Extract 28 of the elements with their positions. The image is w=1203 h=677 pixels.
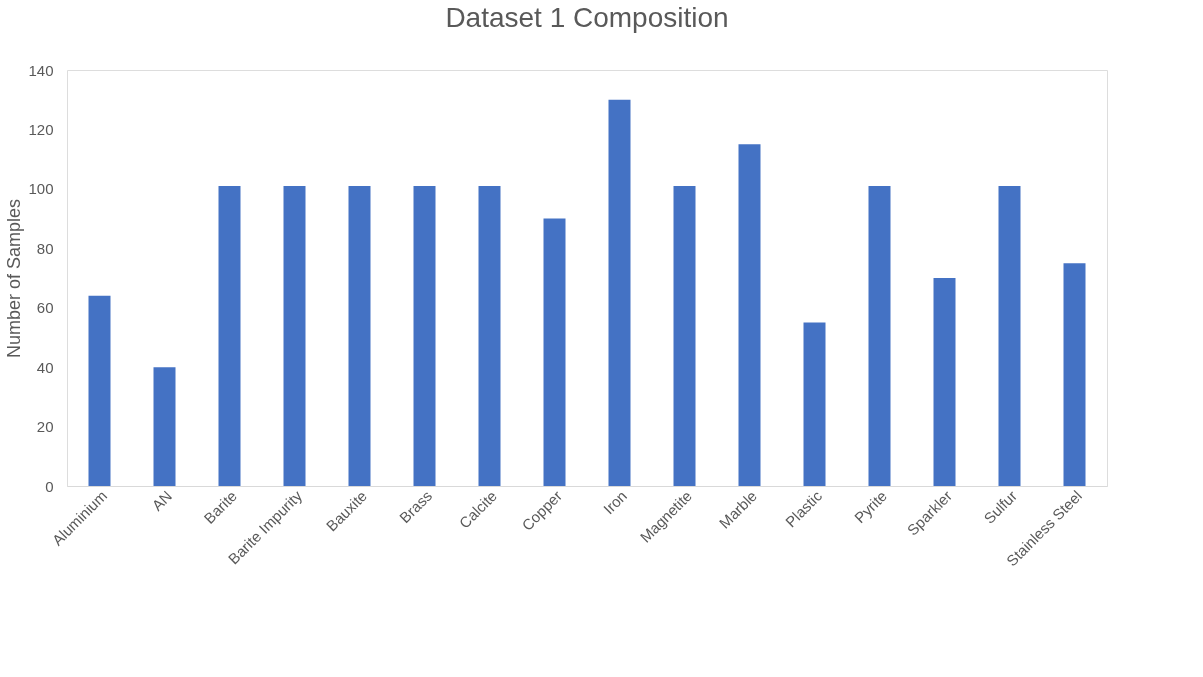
bar <box>803 322 826 486</box>
x-tick-label: AN <box>148 487 176 514</box>
y-tick-label: 120 <box>28 120 54 138</box>
bar <box>348 185 371 486</box>
bar <box>738 144 761 486</box>
bar <box>413 185 436 486</box>
bar <box>608 99 631 486</box>
bar <box>543 218 566 486</box>
bar <box>998 185 1021 486</box>
bar <box>153 367 176 486</box>
bar <box>868 185 891 486</box>
y-tick-label: 40 <box>36 358 54 376</box>
bar <box>1063 263 1086 486</box>
y-tick-label: 60 <box>36 299 54 317</box>
y-tick-label: 0 <box>45 477 54 495</box>
y-axis-title: Number of Samples <box>4 198 25 359</box>
bar <box>673 185 696 486</box>
y-tick-label: 100 <box>28 180 54 198</box>
bar <box>88 295 111 486</box>
y-tick-label: 80 <box>36 239 54 257</box>
chart-title: Dataset 1 Composition <box>445 2 729 33</box>
y-tick-label: 20 <box>36 418 54 436</box>
bar <box>933 278 956 486</box>
bar <box>218 185 241 486</box>
bar <box>478 185 501 486</box>
x-tick-label: Iron <box>599 487 631 518</box>
bar <box>283 185 306 486</box>
y-tick-label: 140 <box>28 61 54 79</box>
